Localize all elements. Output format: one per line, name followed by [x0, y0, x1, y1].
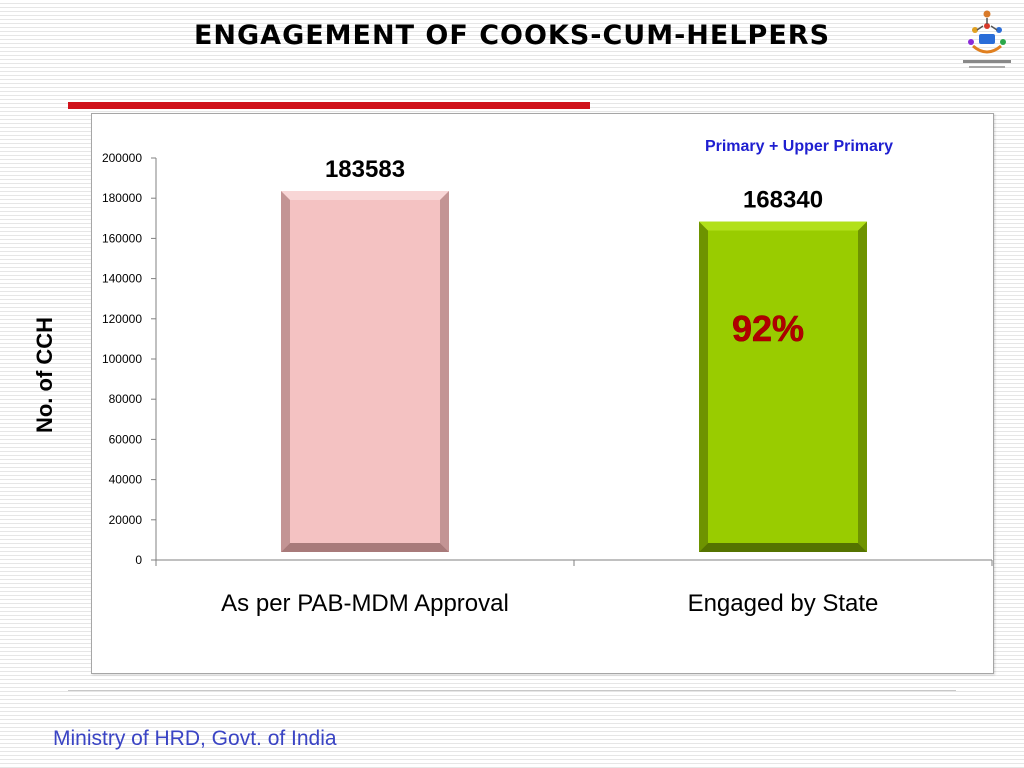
bar-bevel-right	[858, 221, 867, 552]
y-tick-label: 160000	[102, 231, 142, 245]
data-label: 183583	[325, 156, 405, 183]
chart-frame: 0 20000 40000 60000 80000 100000 120000 140000 1…	[91, 113, 994, 674]
y-tick-label: 120000	[102, 312, 142, 326]
x-axis: As per PAB-MDM Approval Engaged by State	[155, 559, 993, 617]
y-axis-label: No. of CCH	[32, 316, 57, 434]
footer-divider	[68, 690, 956, 691]
bar-bevel-bottom	[281, 543, 449, 552]
bar	[699, 221, 867, 552]
y-tick-label: 60000	[109, 432, 143, 446]
y-tick-label: 180000	[102, 191, 142, 205]
bar-bevel-top	[281, 190, 449, 200]
y-tick-label: 140000	[102, 272, 142, 286]
title-underline	[68, 102, 590, 109]
bar-bevel-left	[281, 190, 290, 552]
y-tick-label: 200000	[102, 151, 142, 165]
bar-bevel-top	[699, 221, 867, 231]
bar	[281, 190, 449, 552]
footer-text: Ministry of HRD, Govt. of India	[53, 727, 337, 750]
x-category-label: As per PAB-MDM Approval	[221, 590, 509, 617]
percentage-annotation: 92%	[732, 308, 804, 349]
bar-face	[290, 199, 440, 543]
y-tick-label: 100000	[102, 352, 142, 366]
slide-title: ENGAGEMENT OF COOKS-CUM-HELPERS	[193, 20, 831, 51]
chart-title: Primary + Upper Primary	[705, 138, 893, 155]
y-axis: 0 20000 40000 60000 80000 100000 120000 140000 1…	[102, 151, 157, 567]
mid-day-meal-logo-icon	[963, 10, 1011, 68]
data-label: 168340	[743, 187, 823, 214]
bar-bevel-left	[699, 221, 708, 552]
x-category-label: Engaged by State	[688, 590, 879, 617]
y-tick-label: 40000	[109, 473, 143, 487]
bar-chart: 0 20000 40000 60000 80000 100000 120000 140000 1…	[102, 138, 993, 617]
bar-bevel-bottom	[699, 543, 867, 552]
bars-group: 183583 168340	[281, 156, 867, 552]
bar-bevel-right	[440, 190, 449, 552]
y-tick-label: 0	[135, 553, 142, 567]
y-tick-label: 80000	[109, 392, 143, 406]
y-tick-label: 20000	[109, 513, 143, 527]
bar-face	[708, 230, 858, 543]
